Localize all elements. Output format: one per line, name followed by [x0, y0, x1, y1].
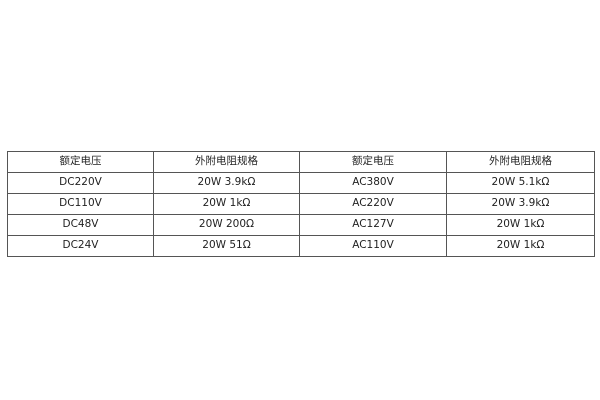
header-cell: 额定电压 — [299, 151, 447, 173]
table-cell: AC127V — [299, 214, 447, 236]
table-row: DC220V 20W 3.9kΩ AC380V 20W 5.1kΩ — [7, 172, 595, 194]
table-cell: 20W 51Ω — [153, 235, 300, 257]
table-row: DC110V 20W 1kΩ AC220V 20W 3.9kΩ — [7, 193, 595, 215]
resistor-spec-table: 额定电压 外附电阻规格 额定电压 外附电阻规格 DC220V 20W 3.9kΩ AC380… — [7, 151, 595, 257]
table-row: DC24V 20W 51Ω AC110V 20W 1kΩ — [7, 235, 595, 257]
table-cell: AC380V — [299, 172, 447, 194]
table-cell: DC110V — [7, 193, 154, 215]
header-cell: 额定电压 — [7, 151, 154, 173]
table-cell: AC110V — [299, 235, 447, 257]
table-cell: 20W 1kΩ — [153, 193, 300, 215]
table-row: DC48V 20W 200Ω AC127V 20W 1kΩ — [7, 214, 595, 236]
table-cell: DC220V — [7, 172, 154, 194]
table-cell: 20W 3.9kΩ — [446, 193, 595, 215]
header-cell: 外附电阻规格 — [446, 151, 595, 173]
table-cell: 20W 5.1kΩ — [446, 172, 595, 194]
table-cell: 20W 1kΩ — [446, 235, 595, 257]
table-cell: DC24V — [7, 235, 154, 257]
table-cell: 20W 200Ω — [153, 214, 300, 236]
header-row: 额定电压 外附电阻规格 额定电压 外附电阻规格 — [7, 151, 595, 173]
table-cell: 20W 1kΩ — [446, 214, 595, 236]
table-cell: AC220V — [299, 193, 447, 215]
table-cell: DC48V — [7, 214, 154, 236]
table-cell: 20W 3.9kΩ — [153, 172, 300, 194]
header-cell: 外附电阻规格 — [153, 151, 300, 173]
